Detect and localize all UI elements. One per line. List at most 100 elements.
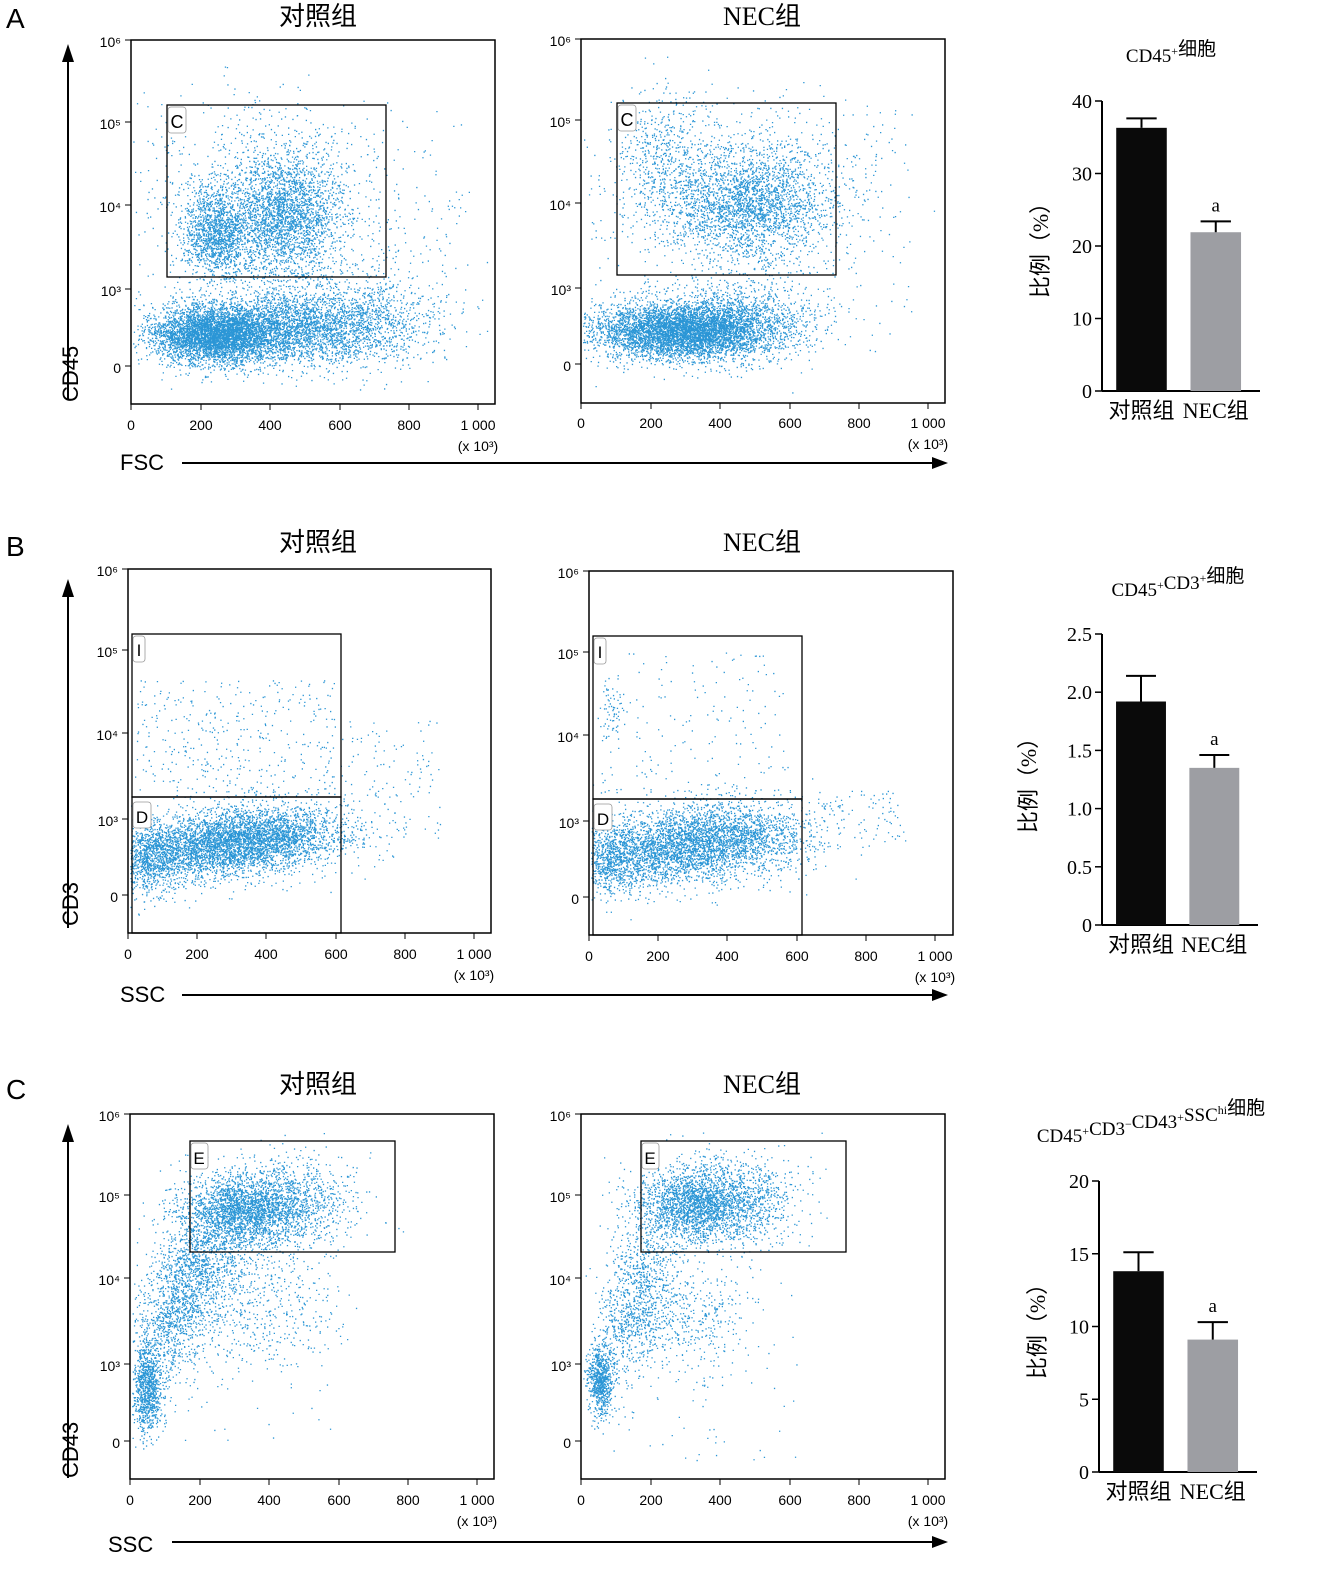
panel-letter: A xyxy=(6,3,25,34)
bar-y-tick-label: 2.0 xyxy=(1067,682,1092,704)
y-tick-marks xyxy=(575,38,581,365)
y-tick: 0 xyxy=(113,360,121,376)
gate-box xyxy=(616,102,837,276)
dot-cloud xyxy=(591,652,907,921)
y-tick: 10⁶ xyxy=(550,1108,571,1124)
group-title: 对照组 xyxy=(279,528,357,557)
y-tick-labels: 10⁶ 10⁵ 10⁴ 10³ 0 xyxy=(98,1108,120,1451)
bar-control xyxy=(1113,1271,1164,1472)
scatter-plot-nec: NEC组 I D 10⁶ 10⁵ 10⁴ 10³ 0 0 200 400 xyxy=(557,528,955,985)
x-marker-label: SSC xyxy=(120,982,165,1007)
y-tick-marks xyxy=(122,568,128,896)
dot-cloud xyxy=(132,1133,405,1450)
bar-category-label: 对照组 xyxy=(1105,1479,1171,1504)
dot-cloud xyxy=(133,66,489,391)
arrow-head-icon xyxy=(932,457,948,469)
bar-y-tick-label: 10 xyxy=(1072,309,1092,331)
y-tick: 0 xyxy=(563,1435,571,1451)
x-tick-marks xyxy=(580,1479,929,1485)
gate-box xyxy=(166,104,387,278)
panel-letter: B xyxy=(6,531,25,562)
group-title: NEC组 xyxy=(723,2,801,31)
panel-letter: C xyxy=(6,1074,26,1105)
panel-c: C CD43 SSC 对照组 E 10⁶ 10⁵ 10⁴ 10³ 0 xyxy=(6,1070,1265,1557)
gate-box xyxy=(592,798,803,936)
significance-mark: a xyxy=(1212,195,1221,216)
y-tick: 10⁴ xyxy=(549,1272,571,1288)
dot-cloud xyxy=(130,680,442,916)
scatter-dots xyxy=(583,1132,828,1462)
x-tick: 600 xyxy=(328,417,352,433)
bar-y-tick-label: 0 xyxy=(1082,915,1092,937)
gate-label: D xyxy=(136,808,148,827)
group-title: 对照组 xyxy=(279,1070,357,1099)
bar-chart-cd45: CD45+细胞 比例（%） 0 10 20 30 40 对照组 a NEC组 xyxy=(1028,38,1260,423)
x-tick: 400 xyxy=(254,946,278,962)
y-tick: 10³ xyxy=(551,1358,572,1374)
x-tick: 600 xyxy=(785,948,809,964)
x-tick: 800 xyxy=(847,415,871,431)
x-tick-labels: 0 200 400 600 800 1 000 (x 10³) xyxy=(127,417,498,454)
y-tick: 10⁴ xyxy=(557,729,579,745)
gate-label-box xyxy=(593,803,613,831)
x-tick: 200 xyxy=(639,415,663,431)
y-tick-labels: 10⁶ 10⁵ 10⁴ 10³ 0 xyxy=(99,34,121,376)
y-tick: 0 xyxy=(112,1435,120,1451)
bar-y-tick-label: 0 xyxy=(1079,1462,1089,1484)
x-tick-labels: 0 200 400 600 800 1 000 (x 10³) xyxy=(126,1492,497,1529)
x-tick: 200 xyxy=(185,946,209,962)
plot-frame xyxy=(580,1113,946,1480)
gate-box xyxy=(131,796,342,934)
bar-chart-title: CD45+CD3+细胞 xyxy=(1112,565,1245,601)
bar-nec xyxy=(1187,1339,1239,1472)
panel-b: B CD3 SSC 对照组 I D 10⁶ 10⁵ 10⁴ 10³ 0 xyxy=(6,528,1258,1007)
gate-label: E xyxy=(193,1149,204,1168)
scatter-plot-control: 对照组 I D 10⁶ 10⁵ 10⁴ 10³ 0 0 200 400 xyxy=(96,528,494,983)
y-tick: 10⁶ xyxy=(550,33,571,49)
x-tick: 0 xyxy=(585,948,593,964)
x-tick: 200 xyxy=(188,1492,212,1508)
y-marker-label: CD43 xyxy=(58,1422,83,1478)
x-tick-labels: 0 200 400 600 800 1 000 (x 10³) xyxy=(577,1492,948,1529)
arrow-head-icon xyxy=(62,1124,74,1142)
bar-category-label: NEC组 xyxy=(1180,1479,1246,1504)
y-tick-labels: 10⁶ 10⁵ 10⁴ 10³ 0 xyxy=(549,1108,571,1451)
bar-chart-title: CD45+细胞 xyxy=(1126,38,1216,67)
bar-y-tick-label: 20 xyxy=(1069,1171,1089,1193)
scatter-dots xyxy=(591,652,907,921)
x-tick: 0 xyxy=(577,1492,585,1508)
x-tick: 0 xyxy=(126,1492,134,1508)
x-tick-marks xyxy=(127,933,475,939)
y-marker-label: CD45 xyxy=(58,346,83,402)
bar-y-tick-label: 30 xyxy=(1072,164,1092,186)
bar-y-label: 比例（%） xyxy=(1016,727,1041,833)
y-tick-labels: 10⁶ 10⁵ 10⁴ 10³ 0 xyxy=(96,563,118,905)
arrow-head-icon xyxy=(932,1536,948,1548)
gate-label: D xyxy=(597,810,609,829)
x-tick: 800 xyxy=(854,948,878,964)
bar-y-tick-label: 40 xyxy=(1072,91,1092,113)
scatter-dots xyxy=(133,66,489,391)
x-tick: 200 xyxy=(639,1492,663,1508)
gate-label-box xyxy=(641,1142,660,1170)
x-tick: 0 xyxy=(127,417,135,433)
y-tick: 10³ xyxy=(559,815,580,831)
plot-frame xyxy=(127,568,492,934)
gate-box xyxy=(189,1140,396,1253)
y-tick: 10⁶ xyxy=(99,1108,120,1124)
gate-label: I xyxy=(137,641,142,660)
x-unit: (x 10³) xyxy=(458,438,498,454)
x-tick: 800 xyxy=(847,1492,871,1508)
bar-category-label: NEC组 xyxy=(1183,398,1249,423)
bar-y-tick-label: 2.5 xyxy=(1067,624,1092,646)
y-tick: 10³ xyxy=(100,1358,121,1374)
y-tick-labels: 10⁶ 10⁵ 10⁴ 10³ 0 xyxy=(557,565,579,907)
x-tick: 200 xyxy=(646,948,670,964)
x-tick-marks xyxy=(130,404,479,410)
scatter-plot-control: 对照组 C 10⁶ 10⁵ 10⁴ 10³ 0 0 200 400 600 80… xyxy=(99,2,498,454)
bar-category-label: 对照组 xyxy=(1108,398,1174,423)
x-tick: 0 xyxy=(124,946,132,962)
gate-label-box xyxy=(132,635,146,663)
group-title: NEC组 xyxy=(723,1070,801,1099)
y-tick-marks xyxy=(575,1113,581,1442)
